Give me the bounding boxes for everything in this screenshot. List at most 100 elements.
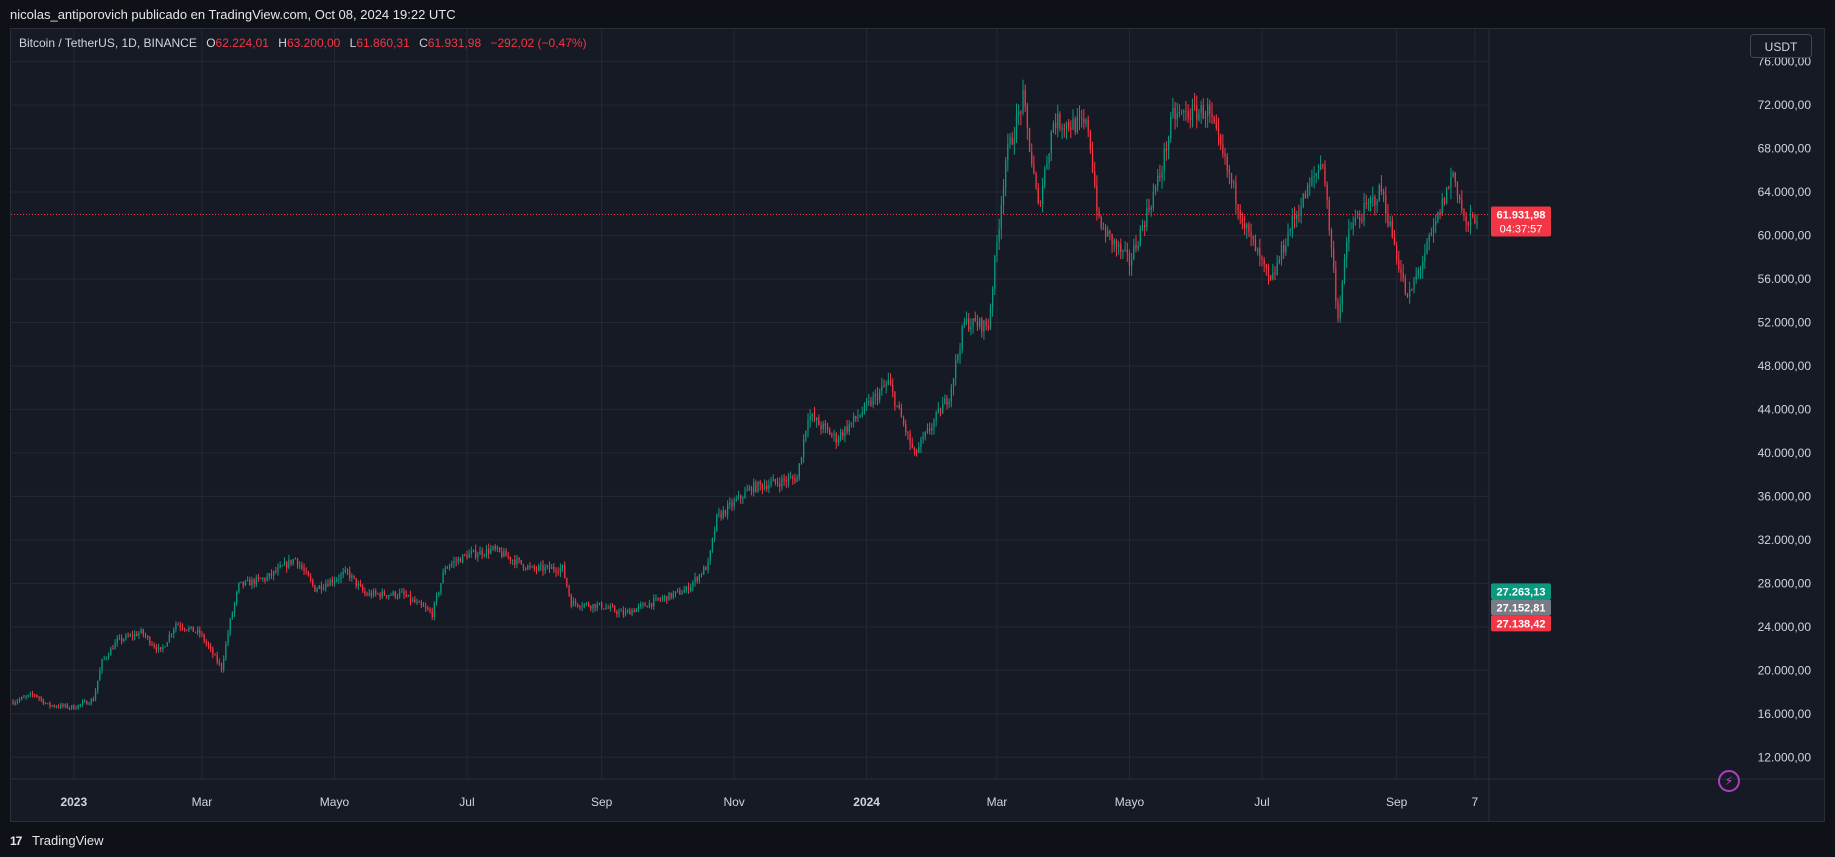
candle-body[interactable] — [1107, 230, 1109, 237]
candle-body[interactable] — [266, 576, 268, 581]
candle-body[interactable] — [1185, 110, 1187, 112]
candle-body[interactable] — [1089, 130, 1092, 151]
candle-body[interactable] — [503, 550, 505, 557]
candle-body[interactable] — [210, 646, 212, 649]
symbol-title[interactable]: Bitcoin / TetherUS, 1D, BINANCE — [19, 36, 197, 50]
candle-body[interactable] — [464, 554, 466, 556]
candle-body[interactable] — [1220, 135, 1222, 145]
candle-body[interactable] — [175, 624, 177, 630]
candle-body[interactable] — [757, 481, 759, 492]
candle-body[interactable] — [492, 546, 494, 550]
candle-body[interactable] — [683, 590, 685, 594]
candle-body[interactable] — [144, 634, 147, 637]
candle-body[interactable] — [1352, 222, 1354, 229]
candle-body[interactable] — [459, 558, 462, 563]
candle-body[interactable] — [1183, 110, 1185, 112]
candle-body[interactable] — [1002, 187, 1005, 205]
candle-body[interactable] — [533, 566, 535, 569]
candle-body[interactable] — [1309, 184, 1311, 186]
candle-body[interactable] — [429, 609, 431, 612]
candle-body[interactable] — [353, 575, 355, 579]
candle-body[interactable] — [1115, 240, 1118, 248]
candle-body[interactable] — [872, 396, 874, 406]
candle-body[interactable] — [129, 634, 131, 637]
candle-body[interactable] — [188, 627, 190, 631]
candle-body[interactable] — [564, 564, 566, 578]
candle-body[interactable] — [453, 561, 455, 564]
candle-body[interactable] — [199, 629, 201, 634]
candle-body[interactable] — [620, 610, 622, 612]
candle-body[interactable] — [107, 655, 110, 658]
candle-body[interactable] — [585, 603, 588, 605]
candle-body[interactable] — [555, 570, 557, 573]
candle-body[interactable] — [181, 627, 184, 629]
candle-body[interactable] — [1417, 270, 1420, 276]
candle-body[interactable] — [1241, 218, 1244, 224]
candle-body[interactable] — [1137, 246, 1139, 249]
candle-body[interactable] — [1063, 128, 1065, 130]
candle-body[interactable] — [844, 426, 846, 437]
candle-body[interactable] — [44, 703, 47, 705]
candle-body[interactable] — [296, 558, 299, 566]
candle-body[interactable] — [34, 694, 36, 696]
candle-body[interactable] — [746, 489, 748, 492]
candle-body[interactable] — [1278, 259, 1280, 263]
candle-body[interactable] — [627, 610, 629, 612]
candle-body[interactable] — [99, 670, 101, 681]
candle-body[interactable] — [114, 642, 116, 650]
candle-body[interactable] — [498, 547, 501, 552]
candle-body[interactable] — [889, 379, 892, 386]
candle-body[interactable] — [894, 391, 896, 407]
candle-body[interactable] — [1432, 225, 1435, 233]
candle-body[interactable] — [544, 567, 546, 571]
candle-body[interactable] — [772, 479, 774, 482]
candle-body[interactable] — [637, 605, 640, 609]
candle-body[interactable] — [1458, 196, 1461, 201]
candle-body[interactable] — [1456, 181, 1459, 197]
candle-body[interactable] — [1222, 144, 1224, 155]
candle-body[interactable] — [1237, 204, 1239, 211]
candle-body[interactable] — [1209, 104, 1211, 114]
candle-body[interactable] — [1057, 113, 1059, 129]
candle-body[interactable] — [344, 569, 346, 573]
candle-body[interactable] — [1117, 244, 1120, 248]
candle-body[interactable] — [1165, 148, 1168, 151]
candle-body[interactable] — [166, 642, 168, 647]
candle-body[interactable] — [299, 565, 301, 567]
candle-body[interactable] — [368, 592, 370, 596]
candle-body[interactable] — [60, 704, 62, 708]
candle-body[interactable] — [1298, 215, 1300, 217]
candle-body[interactable] — [1178, 112, 1181, 114]
candle-body[interactable] — [785, 480, 787, 483]
candle-body[interactable] — [366, 593, 368, 596]
candle-body[interactable] — [31, 693, 34, 695]
candle-body[interactable] — [1261, 256, 1263, 260]
candle-body[interactable] — [653, 598, 655, 607]
candle-body[interactable] — [635, 608, 638, 612]
candle-body[interactable] — [438, 592, 440, 596]
candle-body[interactable] — [902, 417, 905, 425]
candle-body[interactable] — [831, 434, 833, 436]
candle-body[interactable] — [1081, 118, 1083, 120]
candle-body[interactable] — [511, 559, 514, 561]
candle-body[interactable] — [142, 629, 144, 635]
candle-body[interactable] — [944, 398, 946, 405]
candle-body[interactable] — [1267, 268, 1270, 276]
candle-body[interactable] — [726, 504, 729, 515]
candle-body[interactable] — [1382, 192, 1385, 195]
candle-body[interactable] — [744, 491, 746, 499]
candle-body[interactable] — [644, 603, 646, 607]
candle-body[interactable] — [1239, 210, 1241, 219]
candle-body[interactable] — [385, 595, 388, 597]
candle-body[interactable] — [42, 699, 45, 704]
candle-body[interactable] — [909, 433, 911, 444]
candle-body[interactable] — [768, 485, 770, 490]
candle-body[interactable] — [1411, 289, 1413, 291]
candle-body[interactable] — [1207, 104, 1209, 117]
candle-body[interactable] — [1443, 198, 1446, 205]
candle-body[interactable] — [1428, 235, 1430, 241]
candle-body[interactable] — [946, 398, 948, 405]
candle-body[interactable] — [590, 606, 592, 609]
candle-body[interactable] — [596, 604, 598, 609]
candle-body[interactable] — [542, 565, 544, 571]
